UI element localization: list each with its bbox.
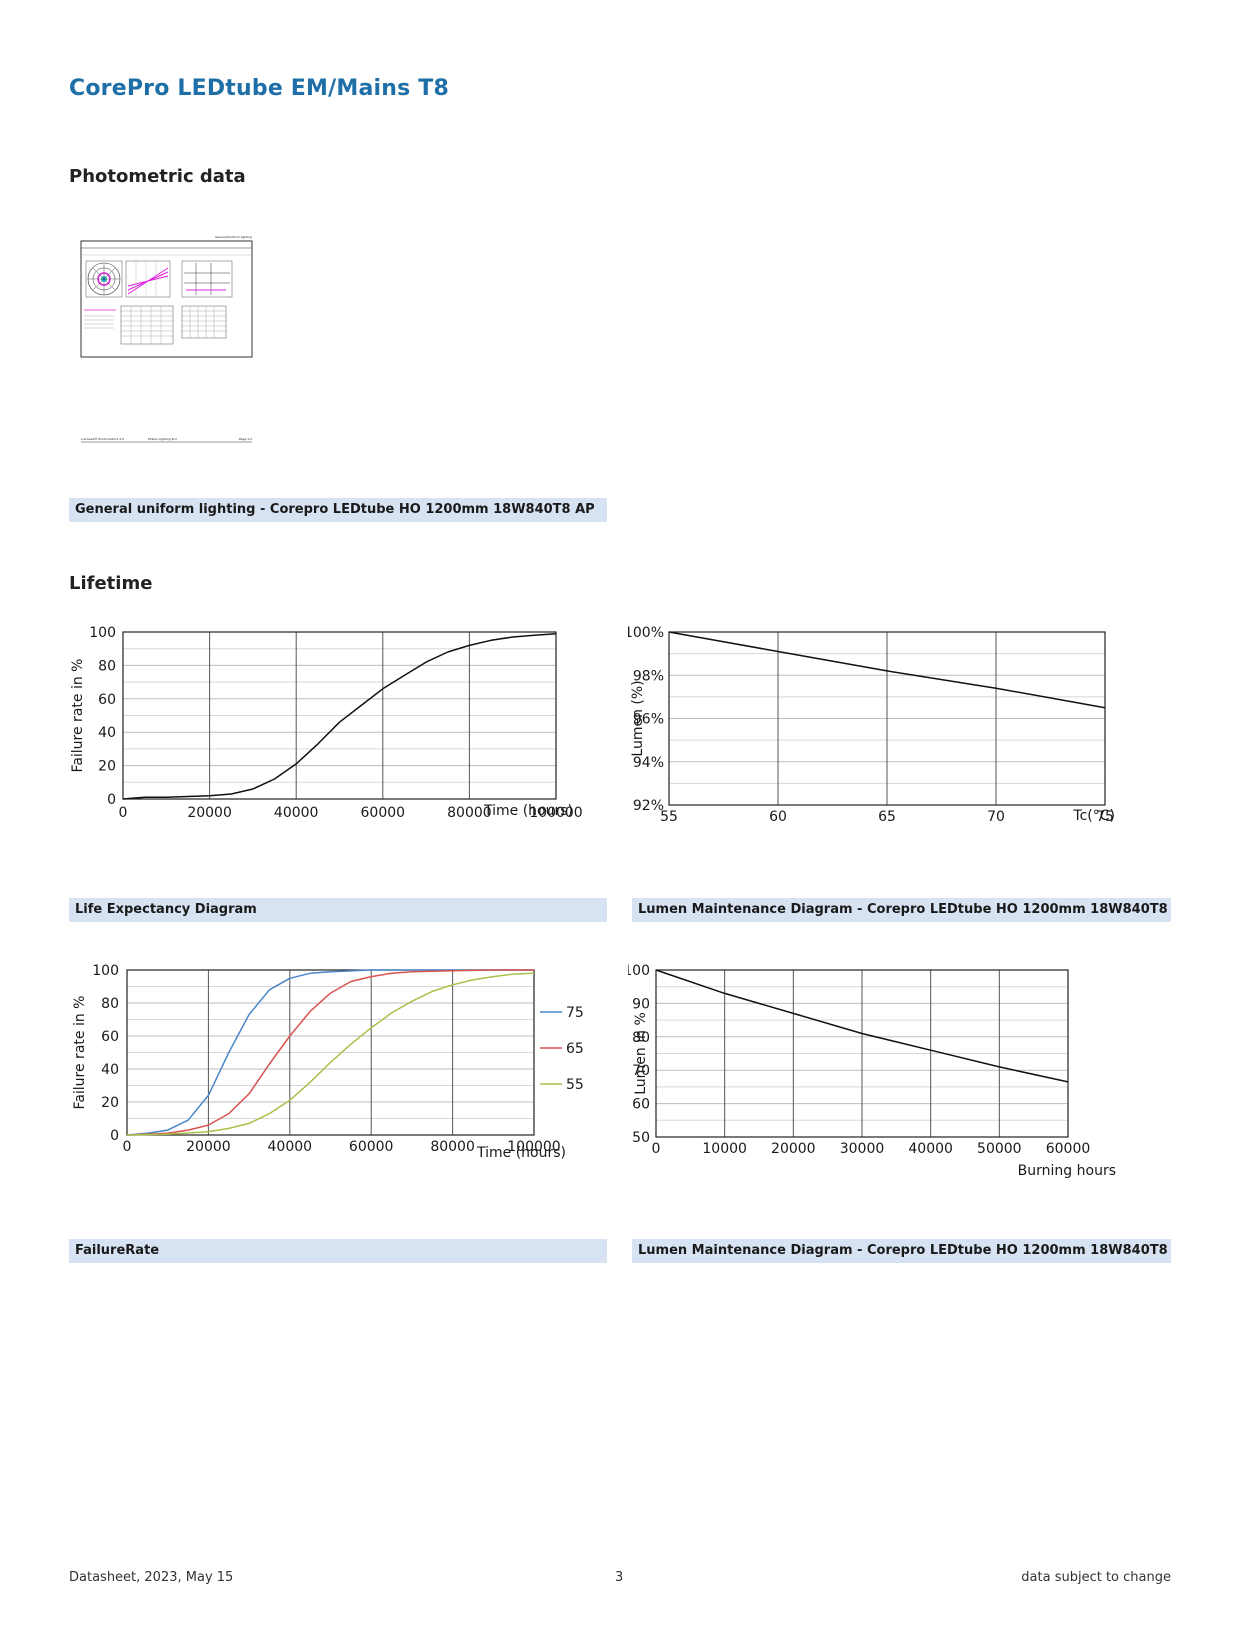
y-tick-label: 70 — [632, 1063, 650, 1079]
thumb-footer-mid: Philips Lighting B.V. — [148, 437, 178, 441]
y-tick-label: 60 — [101, 1029, 119, 1045]
x-tick-label: 10000 — [702, 1141, 747, 1157]
y-tick-label: 0 — [110, 1128, 119, 1144]
x-tick-label: 30000 — [840, 1141, 885, 1157]
x-tick-label: 80000 — [430, 1139, 475, 1155]
y-tick-label: 0 — [107, 792, 116, 808]
y-axis-label: Failure rate in % — [70, 659, 86, 773]
y-tick-label: 80 — [98, 658, 116, 674]
x-tick-label: 100000 — [507, 1139, 560, 1155]
thumb-footer-right: Page 1/1 — [239, 437, 252, 441]
x-tick-label: 70 — [987, 809, 1005, 825]
caption-failure-rate: FailureRate — [69, 1239, 607, 1263]
plot-frame — [655, 969, 1069, 1138]
y-tick-label: 20 — [101, 1095, 119, 1111]
y-tick-label: 60 — [98, 692, 116, 708]
plot-frame — [126, 969, 535, 1136]
y-tick-label: 60 — [632, 1097, 650, 1113]
photometric-report-thumbnail: General/Uniform lighting — [76, 228, 262, 468]
section-heading-photometric: Photometric data — [69, 166, 246, 187]
chart-lumen-maintenance-tc: 92% 94% 96% 98% 100% 55 60 65 70 75 Lumen (%) Tc(°C… — [624, 620, 1188, 874]
x-tick-label: 0 — [123, 1139, 132, 1155]
y-tick-label: 80 — [101, 996, 119, 1012]
thumb-top-label: General/Uniform lighting — [215, 235, 252, 239]
x-tick-label: 65 — [878, 809, 896, 825]
caption-lumen-maintenance-tc: Lumen Maintenance Diagram - Corepro LEDt… — [632, 898, 1171, 922]
section-heading-lifetime: Lifetime — [69, 573, 153, 594]
legend-label: 55 — [566, 1077, 584, 1093]
x-axis-label: Time (hours) — [483, 803, 573, 819]
footer-disclaimer: data subject to change — [1021, 1570, 1171, 1585]
x-tick-label: 75 — [1096, 809, 1114, 825]
plot-frame — [668, 631, 1106, 806]
x-axis-label: Burning hours — [1018, 1163, 1116, 1179]
x-tick-label: 40000 — [274, 805, 319, 821]
y-tick-label: 96% — [633, 712, 664, 728]
x-tick-label: 20000 — [186, 1139, 231, 1155]
x-tick-label: 40000 — [268, 1139, 313, 1155]
y-tick-label: 40 — [98, 725, 116, 741]
y-tick-label: 80 — [632, 1030, 650, 1046]
legend-label: 65 — [566, 1041, 584, 1057]
plot-frame — [122, 631, 557, 800]
x-tick-label: 60000 — [349, 1139, 394, 1155]
y-tick-label: 100 — [89, 625, 116, 641]
y-tick-label: 92% — [633, 798, 664, 814]
chart-lumen-maintenance-hours: 50 60 70 80 90 100 0 10000 20000 30000 40000 50000 6… — [623, 960, 1188, 1204]
series-line-65 — [126, 969, 534, 1136]
page-title: CorePro LEDtube EM/Mains T8 — [69, 76, 449, 101]
footer-date: Datasheet, 2023, May 15 — [69, 1570, 234, 1585]
chart-life-expectancy: 0 20 40 60 80 100 0 20000 40000 60000 80000 100000 F… — [60, 620, 620, 864]
y-tick-label: 100% — [628, 625, 664, 641]
y-tick-label: 20 — [98, 759, 116, 775]
y-axis-label: Lumen in % — [633, 1012, 649, 1095]
thumb-footer-left: Lumiweb® Photometrics 4.5 — [81, 437, 124, 441]
x-tick-label: 60000 — [361, 805, 406, 821]
x-axis-label: Time (hours) — [476, 1145, 566, 1161]
x-tick-label: 0 — [652, 1141, 661, 1157]
photometric-report-graphic: General/Uniform lighting — [80, 235, 253, 443]
y-tick-label: 50 — [632, 1130, 650, 1146]
caption-lumen-maintenance-hours: Lumen Maintenance Diagram - Corepro LEDt… — [632, 1239, 1171, 1263]
x-tick-label: 20000 — [187, 805, 232, 821]
y-tick-label: 98% — [633, 668, 664, 684]
series-line — [668, 631, 1106, 709]
x-axis-label: Tc(°C) — [1072, 808, 1115, 824]
caption-photometric: General uniform lighting - Corepro LEDtu… — [69, 498, 607, 522]
y-tick-label: 100 — [92, 963, 119, 979]
x-tick-label: 40000 — [908, 1141, 953, 1157]
footer-page-number: 3 — [615, 1570, 624, 1585]
x-tick-label: 60000 — [1046, 1141, 1091, 1157]
x-tick-label: 60 — [769, 809, 787, 825]
y-tick-label: 100 — [628, 963, 650, 979]
lumen-maintenance-hours-svg: 50 60 70 80 90 100 0 10000 20000 30000 40000 50000 6… — [623, 963, 1116, 1179]
caption-life-expectancy: Life Expectancy Diagram — [69, 898, 607, 922]
legend-label: 75 — [566, 1005, 584, 1021]
failure-rate-svg: 0 20 40 60 80 100 0 20000 40000 60000 80000 100000 7… — [72, 963, 584, 1161]
y-tick-label: 40 — [101, 1062, 119, 1078]
x-tick-label: 55 — [660, 809, 678, 825]
x-tick-label: 0 — [119, 805, 128, 821]
y-tick-label: 90 — [632, 996, 650, 1012]
y-axis-label: Failure rate in % — [72, 996, 88, 1110]
x-tick-label: 80000 — [447, 805, 492, 821]
x-tick-label: 100000 — [529, 805, 582, 821]
x-tick-label: 20000 — [771, 1141, 816, 1157]
chart-failure-rate: 0 20 40 60 80 100 0 20000 40000 60000 80000 100000 7… — [60, 960, 620, 1204]
series-line-75 — [126, 969, 534, 1136]
series-line — [122, 632, 557, 800]
series-line — [655, 969, 1069, 1083]
lumen-maintenance-tc-svg: 92% 94% 96% 98% 100% 55 60 65 70 75 Lumen (%) Tc(°C… — [624, 625, 1115, 825]
life-expectancy-svg: 0 20 40 60 80 100 0 20000 40000 60000 80000 100000 F… — [70, 625, 583, 821]
x-tick-label: 50000 — [977, 1141, 1022, 1157]
y-tick-label: 94% — [633, 755, 664, 771]
series-line-55 — [126, 972, 535, 1136]
y-axis-label: Lumen (%) — [630, 680, 646, 756]
